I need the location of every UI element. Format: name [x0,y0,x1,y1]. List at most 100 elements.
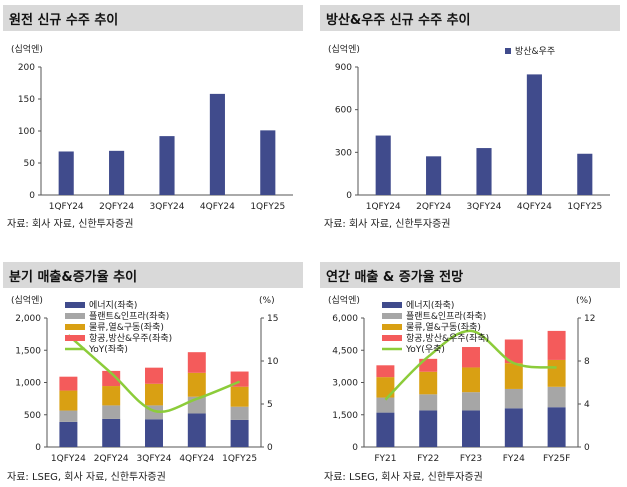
legend-swatch [382,313,402,319]
x-tick-label: FY22 [417,454,439,464]
legend-label: 에너지(좌축) [89,300,137,311]
y2-tick-label: 12 [584,314,595,324]
legend-swatch [382,335,402,341]
y-tick-label: 900 [335,63,352,73]
y-tick-label: 150 [18,95,35,105]
panel-title: 분기 매출&증가율 추이 [9,270,138,285]
x-tick-label: FY25F [543,454,570,464]
x-tick-label: 1QFY25 [567,202,602,212]
source-note: 자료: LSEG, 회사 자료, 신한투자증권 [324,472,483,483]
source-note: 자료: 회사 자료, 신한투자증권 [324,219,451,230]
legend-swatch [382,324,402,330]
bar-segment [230,419,249,447]
bar [526,74,542,195]
x-tick-label: 3QFY24 [150,202,185,212]
legend-swatch [65,335,85,341]
bar-segment [102,418,121,447]
x-tick-label: 1QFY24 [51,454,86,464]
bar-segment [376,377,395,398]
y-tick-label: 0 [35,443,41,453]
legend-label: 물류,열&구동(좌축) [89,322,164,333]
x-tick-label: FY21 [374,454,396,464]
x-tick-label: 1QFY25 [222,454,257,464]
panel-header: 방산&우주 신규 수주 추이 [320,5,620,31]
bar [159,136,175,195]
bar-segment [230,406,249,420]
legend-label: YoY(우축) [405,344,445,355]
panel-header: 원전 신규 수주 추이 [3,5,303,31]
annual-sales-chart: (십억엔) (%) 0 1,500 3,000 4,500 6,000 0 4 8 12 FY21 FY… [328,294,595,464]
y2-tick-label: 0 [584,443,590,453]
nuclear-orders-chart: (십억엔) 0 50 100 150 200 1QFY24 2QFY24 3QFY24 4QFY2… [11,43,293,212]
bar-segment [547,330,566,360]
panel-annual-sales: 연간 매출 & 증가율 전망 (십억엔) (%) 0 1,500 3,000 4,500 6… [320,262,620,487]
x-tick-label: FY24 [503,454,525,464]
y-tick-label: 200 [18,63,35,73]
y-axis-unit: (십억엔) [328,43,360,55]
bar-segment [504,339,523,364]
source-note: 자료: 회사 자료, 신한투자증권 [7,219,134,230]
bar [260,130,276,195]
bar-segment [504,408,523,447]
bar-segment [462,410,480,447]
legend-label: 플랜트&인프라(좌축) [89,311,169,322]
y-axis-unit-right: (%) [576,296,592,306]
y-tick-label: 300 [335,148,352,158]
bar-segment [504,388,523,409]
y2-tick-label: 0 [267,443,273,453]
y-tick-label: 0 [346,191,352,201]
bar-segment [187,352,206,373]
y-axis-unit-left: (십억엔) [328,294,360,306]
y-tick-label: 100 [18,127,35,137]
bar [209,93,225,195]
y-tick-label: 0 [29,191,35,201]
legend-label: YoY(좌축) [88,344,128,355]
source-note: 자료: LSEG, 회사 자료, 신한투자증권 [7,472,166,483]
bar-segment [376,412,395,447]
bar [577,153,593,195]
legend-swatch [382,302,402,308]
bar-segment [59,376,78,391]
legend-swatch [65,302,85,308]
bar-segment [419,410,438,447]
panel-title: 방산&우주 신규 수주 추이 [326,13,471,28]
bar-segment [376,397,395,413]
y2-tick-label: 5 [267,400,273,410]
y-tick-label: 6,000 [332,314,358,324]
bar-segment [462,367,480,393]
bar-segment [187,413,206,447]
y-tick-label: 0 [352,443,358,453]
x-tick-label: 4QFY24 [517,202,552,212]
bar-segment [547,407,566,447]
y2-tick-label: 10 [267,357,279,367]
panel-title: 원전 신규 수주 추이 [9,13,119,28]
legend-swatch [505,48,511,54]
bar [426,156,442,195]
legend-label: 방산&우주 [515,46,555,57]
panel-nuclear-orders: 원전 신규 수주 추이 (십억엔) 0 50 100 150 200 1QFY24 2QFY2… [3,5,303,235]
defense-space-orders-chart: (십억엔) 0 300 600 900 1QFY24 2QFY24 3QFY24 4QFY24 1… [328,43,610,212]
quarterly-sales-chart: (십억엔) (%) 0 500 1,000 1,500 2,000 0 5 10 15 1QFY24 2… [11,294,279,464]
legend-swatch [65,313,85,319]
y-axis-unit: (십억엔) [11,43,43,55]
x-tick-label: 3QFY24 [137,454,172,464]
y-tick-label: 4,500 [332,346,358,356]
bar-segment [59,390,78,411]
bar-segment [419,394,438,411]
x-tick-label: FY23 [460,454,482,464]
x-tick-label: 2QFY24 [99,202,134,212]
x-tick-label: 2QFY24 [416,202,451,212]
yoy-line [384,329,557,401]
bar-segment [59,421,78,447]
y-axis-unit-right: (%) [259,296,275,306]
x-tick-label: 4QFY24 [179,454,214,464]
x-tick-label: 3QFY24 [467,202,502,212]
panel-defense-space-orders: 방산&우주 신규 수주 추이 (십억엔) 0 300 600 900 1QFY24 2QFY… [320,5,620,235]
bar-segment [547,359,566,387]
bar-segment [145,367,163,384]
legend-label: 물류,열&구동(좌축) [406,322,481,333]
bar-segment [102,370,121,387]
y2-tick-label: 8 [584,357,590,367]
bar-segment [462,347,480,368]
bar-segment [419,371,438,395]
